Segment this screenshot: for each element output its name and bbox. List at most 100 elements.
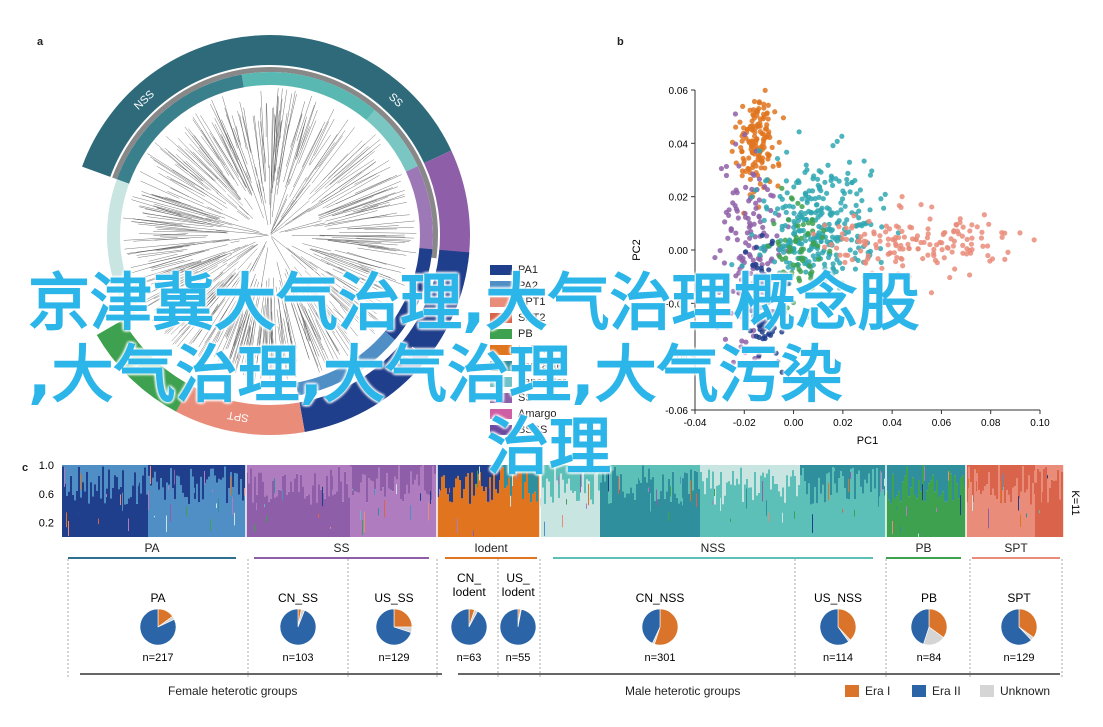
structure-bar: [262, 465, 264, 482]
scatter-point: [756, 353, 761, 358]
structure-bar: [1008, 465, 1010, 495]
scatter-point: [751, 314, 756, 319]
structure-bar: [644, 465, 646, 477]
structure-bar: [402, 501, 404, 537]
structure-bar: [90, 482, 92, 537]
structure-bar: [588, 484, 589, 505]
tree-branch: [185, 149, 218, 179]
structure-bar: [660, 491, 662, 537]
pie-title: SPT: [1007, 591, 1031, 605]
structure-bar: [700, 465, 702, 472]
structure-bar: [748, 465, 750, 488]
structure-bar: [860, 487, 862, 537]
structure-bar: [208, 465, 210, 477]
scatter-point: [757, 197, 762, 202]
era2-label: Era II: [932, 684, 961, 698]
structure-bar: [854, 510, 855, 517]
structure-bar: [344, 472, 346, 537]
structure-bar: [434, 474, 436, 537]
structure-bar: [932, 475, 934, 537]
scatter-point: [899, 194, 904, 199]
structure-bar: [856, 465, 858, 474]
scatter-point: [822, 180, 827, 185]
structure-bar: [100, 499, 102, 537]
tree-branch: [321, 259, 392, 293]
scatter-point: [958, 216, 963, 221]
structure-bar: [924, 466, 925, 481]
structure-bar: [471, 473, 473, 537]
structure-bar: [416, 475, 418, 537]
scatter-point: [717, 290, 722, 295]
tree-branch: [286, 269, 293, 284]
structure-bar: [748, 488, 750, 537]
scatter-point: [762, 218, 767, 223]
structure-bar: [834, 465, 836, 484]
structure-bar: [584, 465, 586, 493]
structure-bar: [463, 465, 465, 489]
tree-branch: [277, 309, 287, 379]
structure-bar: [564, 465, 566, 493]
tree-branch: [141, 181, 179, 198]
structure-bar: [732, 471, 734, 537]
pie-title: PB: [921, 591, 937, 605]
structure-bar: [500, 468, 502, 537]
structure-bar: [582, 467, 584, 537]
tree-branch: [154, 283, 188, 299]
structure-bar: [892, 521, 893, 534]
scatter-point: [750, 165, 755, 170]
group-label: PB: [915, 541, 931, 555]
structure-bar: [518, 465, 520, 470]
scatter-point: [743, 249, 748, 254]
scatter-point: [775, 359, 780, 364]
scatter-point: [942, 255, 947, 260]
structure-bar: [88, 465, 90, 503]
structure-bar: [332, 495, 334, 537]
scatter-point: [894, 223, 899, 228]
scatter-point: [769, 362, 774, 367]
structure-bar: [455, 478, 457, 537]
structure-bar: [443, 465, 445, 475]
tree-branch: [142, 191, 208, 215]
structure-bar: [596, 473, 598, 537]
structure-bar: [1030, 505, 1032, 537]
structure-bar: [794, 476, 796, 537]
structure-bar: [992, 489, 994, 537]
pie-title: CN_: [457, 571, 481, 585]
scatter-point: [771, 221, 776, 226]
scatter-point: [858, 248, 863, 253]
scatter-point: [920, 256, 925, 261]
structure-bar: [904, 465, 906, 476]
structure-bar: [970, 465, 972, 482]
tree-branch: [263, 187, 265, 204]
scatter-point: [763, 88, 768, 93]
structure-bar: [166, 516, 167, 533]
scatter-point: [847, 160, 852, 165]
structure-bar: [110, 498, 112, 537]
scatter-point: [760, 225, 765, 230]
structure-bar: [690, 480, 691, 501]
scatter-point: [730, 149, 735, 154]
structure-bar: [630, 465, 632, 487]
scatter-point: [797, 228, 802, 233]
structure-bar: [226, 465, 228, 503]
scatter-point: [940, 247, 945, 252]
structure-bar: [642, 486, 643, 490]
scatter-point: [795, 223, 800, 228]
structure-bar: [78, 465, 80, 467]
tree-branch: [308, 174, 376, 212]
scatter-point: [752, 99, 757, 104]
structure-bar: [336, 465, 338, 491]
structure-bar: [404, 465, 406, 494]
structure-bar: [712, 465, 714, 472]
structure-bar: [706, 478, 708, 537]
structure-bar: [410, 465, 412, 472]
scatter-point: [748, 147, 753, 152]
structure-bar: [912, 465, 914, 478]
era-legend-3: Unknown: [980, 684, 1050, 698]
structure-y-tick: 0.6: [39, 489, 54, 501]
structure-bar: [1016, 465, 1018, 478]
structure-bar: [906, 466, 908, 537]
structure-bar: [926, 465, 928, 490]
structure-bar: [646, 465, 648, 482]
